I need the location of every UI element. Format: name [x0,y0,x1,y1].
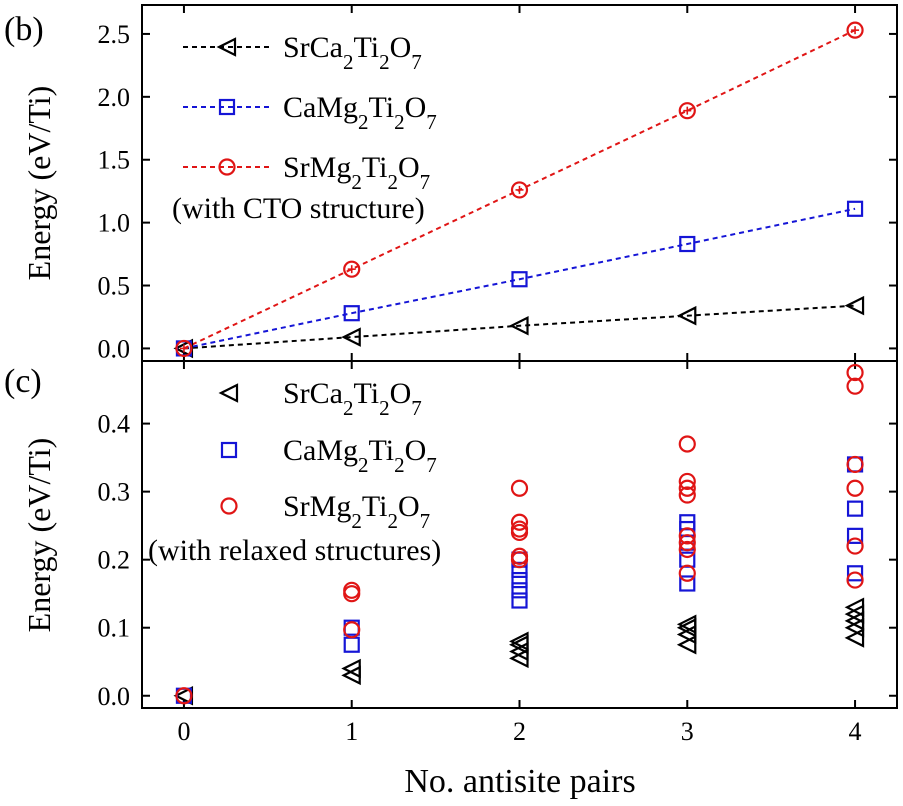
data-point [343,636,360,653]
data-point [510,520,529,538]
panel-c-label: (c) [4,363,42,400]
y-tick-label: 1.5 [98,146,131,175]
data-point [343,621,361,639]
data-point [846,200,864,217]
y-tick-label: 0.3 [98,478,131,507]
data-point [175,339,193,358]
data-point [679,575,696,592]
x-tick-label: 2 [513,717,526,746]
panel-b-label: (b) [4,11,44,48]
data-point [844,295,865,316]
data-point [846,479,864,497]
data-point [846,565,864,582]
legend-marker [218,98,236,116]
legend-marker [220,441,238,459]
panel-b-legend: SrCa2Ti2O7 CaMg2Ti2O7 SrMg2Ti2O7 [183,31,437,194]
data-point [679,235,696,253]
y-tick-label: 0.4 [98,410,131,439]
y-tick-label: 0.1 [98,614,131,643]
legend-label: SrMg2Ti2O7 [283,490,430,533]
data-point [678,534,696,552]
panel-c-legend: SrCa2Ti2O7 CaMg2Ti2O7 SrMg2Ti2O7 [218,377,437,533]
data-point [846,537,864,555]
legend-label: CaMg2Ti2O7 [283,91,437,134]
data-point [678,527,696,545]
x-axis-label: No. antisite pairs [404,763,635,800]
x-tick-label: 3 [681,717,694,746]
data-point [678,435,696,453]
y-tick-label: 1.0 [98,209,131,238]
data-point [511,592,528,609]
panel-b-markers [173,21,865,359]
data-point [844,597,865,618]
data-point [341,658,361,679]
data-point [678,564,696,582]
data-point [846,21,864,39]
panel-b-axes: 0.0 0.5 1.0 1.5 2.0 2.5 [98,5,897,363]
data-point [846,363,864,382]
data-point [676,614,697,635]
x-tick-label: 1 [345,717,358,746]
panel-b-legend-note: (with CTO structure) [172,192,425,225]
y-tick-label: 2.5 [98,20,131,49]
legend-label: SrMg2Ti2O7 [283,151,430,194]
data-point [844,628,865,648]
data-point [509,631,529,652]
data-point [676,305,697,326]
panel-c-axes: 0.0 0.1 0.2 0.3 0.4 0 1 2 3 4 [98,361,897,746]
legend-marker [218,383,239,403]
legend-label: SrCa2Ti2O7 [283,377,422,420]
data-point [846,500,864,517]
data-point [510,479,529,497]
data-point [846,571,864,589]
data-point [343,585,361,603]
data-point [509,315,529,336]
data-point [511,571,528,589]
x-tick-label: 0 [177,717,190,746]
data-point [676,634,697,655]
data-point [510,551,529,569]
data-point [511,582,528,599]
legend-marker [218,158,236,176]
panel-c-ylabel: Energy (eV/Ti) [21,438,57,633]
data-point [510,513,529,531]
y-tick-label: 2.0 [98,83,131,112]
y-tick-label: 0.0 [98,334,131,363]
data-point [510,547,529,565]
data-point [678,102,696,120]
y-tick-label: 0.5 [98,272,131,301]
data-point [678,479,696,497]
x-tick-label: 4 [849,717,862,746]
data-point [678,472,696,491]
data-point [343,581,361,599]
data-point [343,260,361,278]
data-point [511,271,528,288]
series-line-1 [183,207,856,350]
panel-c-markers [173,363,865,706]
data-point [678,486,696,504]
y-tick-label: 0.2 [98,546,131,575]
legend-label: CaMg2Ti2O7 [283,434,437,477]
series-line-0 [183,304,856,350]
data-point [846,377,864,395]
legend-marker [216,37,237,57]
panel-c-legend-note: (with relaxed structures) [148,534,441,567]
data-point [510,181,529,199]
data-point [846,455,864,474]
y-tick-label: 0.0 [98,682,131,711]
data-point [846,527,864,544]
data-point [175,687,193,705]
data-point [678,540,696,559]
legend-marker [220,497,238,515]
panel-b-ylabel: Energy (eV/Ti) [21,86,57,281]
data-point [341,327,361,347]
legend-label: SrCa2Ti2O7 [283,31,422,74]
data-point [343,305,360,322]
